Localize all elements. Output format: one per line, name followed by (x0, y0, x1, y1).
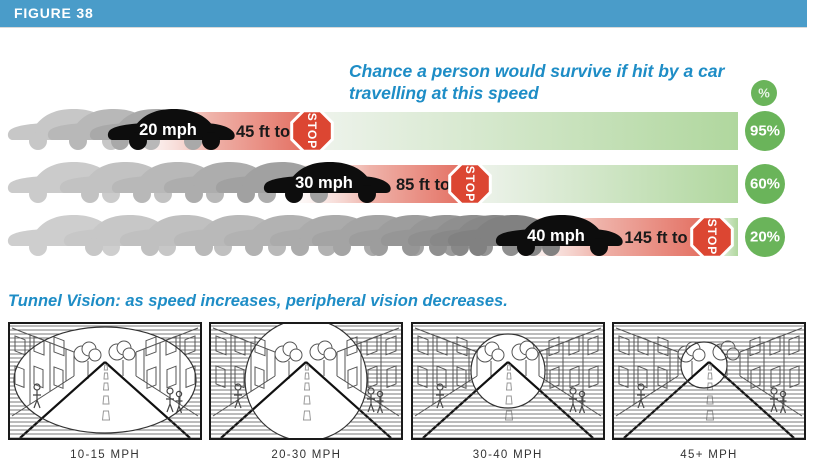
distance-label: 45 ft to (236, 123, 290, 141)
survival-percent-label: 20% (750, 229, 780, 246)
street-scene-20-30 (209, 318, 404, 442)
speed-row-30mph: 30 mph 85 ft to STOP 60% (7, 162, 785, 206)
street-scene-45plus (611, 322, 806, 440)
survival-bar (316, 112, 738, 150)
street-scene-icon (211, 318, 402, 442)
tunnel-vision-panel: 45+ MPH (611, 322, 806, 461)
street-scene-30-40 (410, 322, 605, 440)
stop-sign-icon: STOP (448, 162, 492, 206)
distance-label: 145 ft to (624, 229, 687, 247)
street-scene-icon (412, 324, 603, 438)
street-scene-icon (613, 324, 804, 438)
survival-percent-badge: 60% (745, 164, 785, 204)
stop-sign-label: STOP (305, 113, 319, 149)
stop-sign-label: STOP (705, 219, 719, 255)
vision-circle (680, 341, 728, 389)
survival-percent-label: 60% (750, 176, 780, 193)
tunnel-vision-heading: Tunnel Vision: as speed increases, perip… (8, 292, 508, 310)
speed-label: 20 mph (139, 121, 197, 139)
speed-row-40mph: 40 mph 145 ft to STOP 20% (7, 215, 785, 259)
vision-circle (470, 333, 546, 409)
panel-label: 30-40 MPH (472, 449, 543, 461)
tunnel-vision-panel: 20-30 MPH (209, 318, 404, 461)
speed-survival-graphic: % 20 mph 45 ft to STOP 95% (7, 80, 785, 259)
figure-header: FIGURE 38 (0, 0, 807, 27)
speed-row-20mph: 20 mph 45 ft to STOP 95% (7, 109, 785, 153)
panel-label: 45+ MPH (680, 449, 738, 461)
stop-sign-icon: STOP (690, 215, 734, 259)
figure-title: Chance a person would survive if hit by … (349, 61, 725, 104)
survival-percent-badge: 20% (745, 217, 785, 257)
vision-circle (13, 326, 197, 434)
distance-label: 85 ft to (396, 176, 450, 194)
street-scene-10-15 (8, 322, 202, 440)
percent-badge-label: % (758, 86, 770, 101)
survival-percent-label: 95% (750, 123, 780, 140)
stop-sign-icon: STOP (290, 109, 334, 153)
tunnel-vision-panels: 10-15 MPH 20-30 MPH 30-40 MPH (8, 318, 806, 461)
panel-label: 10-15 MPH (70, 449, 140, 461)
survival-bar (474, 165, 738, 203)
street-scene-icon (10, 324, 200, 438)
tunnel-vision-panel: 30-40 MPH (410, 322, 605, 461)
survival-percent-badge: 95% (745, 111, 785, 151)
tunnel-vision-panel: 10-15 MPH (8, 322, 202, 461)
speed-label: 40 mph (527, 227, 585, 245)
panel-label: 20-30 MPH (271, 449, 342, 461)
figure-label: FIGURE 38 (14, 5, 94, 21)
percent-badge: % (751, 80, 777, 106)
stop-sign-label: STOP (463, 166, 477, 202)
speed-label: 30 mph (295, 174, 353, 192)
